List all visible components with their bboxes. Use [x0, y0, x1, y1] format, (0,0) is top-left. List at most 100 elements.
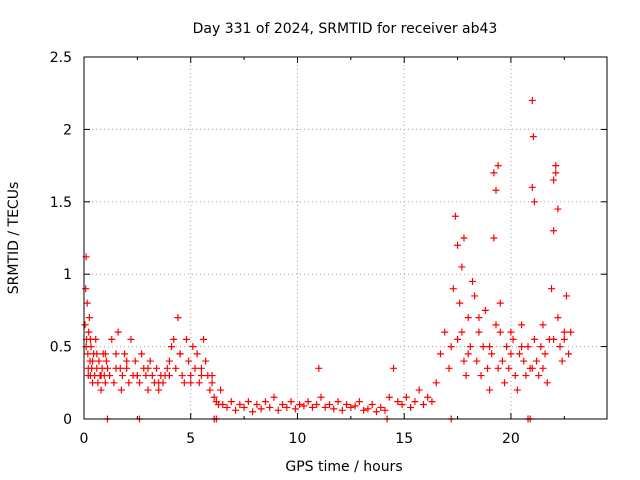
data-point	[168, 343, 176, 351]
y-tick-label: 2.5	[50, 50, 72, 66]
data-point	[451, 212, 459, 220]
data-point	[338, 406, 346, 414]
data-point	[257, 405, 265, 413]
data-point	[249, 408, 257, 416]
data-point	[449, 285, 457, 293]
data-point	[539, 321, 547, 329]
data-point	[163, 364, 171, 372]
x-tick-label: 20	[502, 431, 520, 447]
data-point	[240, 403, 248, 411]
data-point	[419, 401, 427, 409]
data-point	[300, 402, 308, 410]
data-point	[197, 372, 205, 380]
data-point	[475, 328, 483, 336]
data-point	[550, 335, 558, 343]
data-point	[469, 277, 477, 285]
data-point	[458, 263, 466, 271]
data-point	[227, 398, 235, 406]
data-point	[539, 364, 547, 372]
data-point	[347, 403, 355, 411]
data-point	[82, 285, 90, 293]
data-point	[127, 335, 135, 343]
x-tick-label: 10	[289, 431, 307, 447]
data-point	[217, 386, 225, 394]
data-point	[473, 357, 481, 365]
data-point	[84, 372, 92, 380]
data-point	[155, 379, 163, 387]
data-point	[131, 357, 139, 365]
data-point	[528, 364, 536, 372]
data-point	[486, 343, 494, 351]
data-point	[153, 364, 161, 372]
data-point	[541, 350, 549, 358]
data-point	[554, 314, 562, 322]
data-point	[308, 403, 316, 411]
data-point	[304, 398, 312, 406]
data-point	[97, 386, 105, 394]
data-point	[191, 364, 199, 372]
data-point	[462, 372, 470, 380]
data-point	[560, 335, 568, 343]
data-point	[518, 321, 526, 329]
axis-ticks: 0 0.5 1 1.5 2 2.5 0 5 10 15 20	[50, 50, 607, 447]
data-point	[475, 314, 483, 322]
data-point	[507, 350, 515, 358]
y-tick-label: 1.5	[50, 195, 72, 211]
data-point	[261, 398, 269, 406]
data-point	[488, 350, 496, 358]
data-point	[343, 401, 351, 409]
y-tick-label: 0	[63, 412, 72, 428]
data-point	[528, 183, 536, 191]
data-point	[415, 386, 423, 394]
data-point	[85, 314, 93, 322]
data-point	[492, 186, 500, 194]
data-point	[317, 393, 325, 401]
data-point	[210, 393, 218, 401]
data-point	[148, 372, 156, 380]
data-point	[411, 398, 419, 406]
chart-title: Day 331 of 2024, SRMTID for receiver ab4…	[193, 21, 498, 37]
data-point	[208, 379, 216, 387]
data-point	[155, 386, 163, 394]
data-point	[479, 343, 487, 351]
data-point	[195, 379, 203, 387]
data-point	[428, 398, 436, 406]
data-point	[351, 402, 359, 410]
data-point	[101, 350, 109, 358]
data-point	[103, 364, 111, 372]
data-point	[524, 343, 532, 351]
data-point	[266, 403, 274, 411]
data-point	[402, 393, 410, 401]
data-point	[223, 403, 231, 411]
data-point	[368, 401, 376, 409]
data-point	[133, 372, 141, 380]
plot-frame	[83, 56, 608, 420]
x-tick-label: 0	[80, 431, 89, 447]
data-point	[377, 403, 385, 411]
data-point	[287, 398, 295, 406]
data-point	[492, 321, 500, 329]
data-point	[81, 321, 89, 329]
data-point	[554, 205, 562, 213]
data-point	[464, 314, 472, 322]
data-point	[291, 405, 299, 413]
data-point	[270, 393, 278, 401]
data-point	[86, 335, 94, 343]
data-point	[112, 350, 120, 358]
grid	[84, 57, 607, 419]
data-point	[200, 335, 208, 343]
data-point	[330, 405, 338, 413]
data-point	[520, 357, 528, 365]
data-point	[144, 364, 152, 372]
data-point	[466, 343, 474, 351]
data-point	[556, 343, 564, 351]
data-point	[550, 176, 558, 184]
data-point	[562, 292, 570, 300]
data-point	[501, 379, 509, 387]
data-point	[535, 372, 543, 380]
y-tick-label: 0.5	[50, 340, 72, 356]
data-point	[496, 299, 504, 307]
data-point	[206, 386, 214, 394]
